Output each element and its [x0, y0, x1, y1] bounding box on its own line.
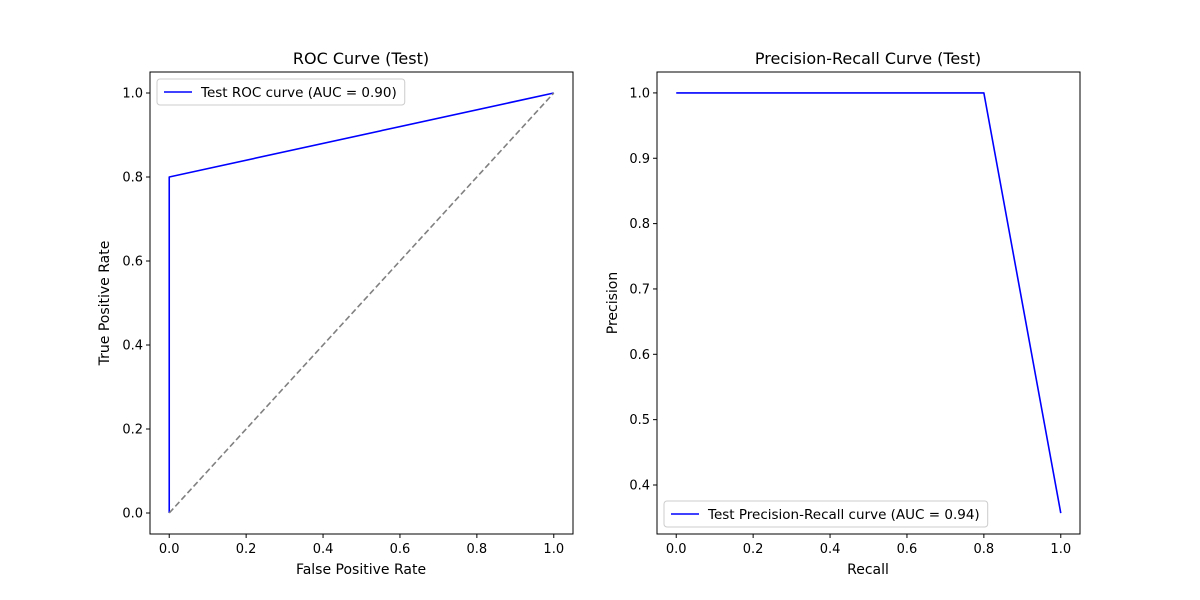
- pr-chart-title: Precision-Recall Curve (Test): [755, 49, 981, 68]
- pr-plot-area: [676, 92, 1062, 514]
- roc-chart: ROC Curve (Test) False Positive Rate Tru…: [97, 49, 574, 578]
- pr-series-line-0: [676, 92, 1062, 514]
- roc-series-line-0: [168, 92, 554, 513]
- roc-x-axis-label: False Positive Rate: [296, 562, 426, 578]
- pr-y-tick-label: 0.5: [629, 413, 650, 428]
- pr-legend: Test Precision-Recall curve (AUC = 0.94): [663, 500, 989, 528]
- pr-x-tick-label: 1.0: [1050, 542, 1071, 557]
- roc-x-tick-label: 0.0: [159, 542, 180, 557]
- roc-reference-line-1: [168, 92, 555, 514]
- pr-x-tick-label: 0.6: [897, 542, 918, 557]
- pr-y-tick-label: 0.9: [629, 152, 650, 167]
- roc-y-tick-label: 0.4: [122, 339, 143, 354]
- roc-x-tick-label: 0.2: [236, 542, 257, 557]
- roc-legend: Test ROC curve (AUC = 0.90): [156, 78, 406, 106]
- roc-legend-box: [156, 78, 406, 106]
- roc-x-tick-label: 1.0: [543, 542, 564, 557]
- pr-y-axis-label: Precision: [605, 272, 621, 334]
- roc-y-tick-label: 0.6: [122, 255, 143, 270]
- pr-y-tick-label: 0.8: [629, 217, 650, 232]
- pr-y-tick-label: 0.4: [629, 478, 650, 493]
- roc-y-tick-label: 1.0: [122, 87, 143, 102]
- roc-y-axis-label: True Positive Rate: [97, 241, 113, 367]
- roc-x-tick-label: 0.4: [313, 542, 334, 557]
- pr-x-tick-label: 0.8: [974, 542, 995, 557]
- roc-y-tick-label: 0.8: [122, 171, 143, 186]
- roc-x-tick-label: 0.6: [390, 542, 411, 557]
- pr-x-tick-label: 0.4: [820, 542, 841, 557]
- roc-x-tick-label: 0.8: [467, 542, 488, 557]
- roc-chart-title: ROC Curve (Test): [293, 49, 429, 68]
- pr-x-tick-label: 0.2: [743, 542, 764, 557]
- pr-x-tick-label: 0.0: [666, 542, 687, 557]
- pr-x-axis-label: Recall: [847, 562, 889, 578]
- roc-y-tick-label: 0.2: [122, 423, 143, 438]
- roc-y-tick-label: 0.0: [122, 507, 143, 522]
- pr-chart: Precision-Recall Curve (Test) Recall Pre…: [605, 49, 1081, 578]
- pr-y-tick-label: 0.6: [629, 348, 650, 363]
- pr-axes-frame: [656, 71, 1081, 535]
- roc-plot-area: [168, 92, 555, 514]
- pr-y-tick-label: 1.0: [629, 86, 650, 101]
- roc-legend-label: Test ROC curve (AUC = 0.90): [200, 85, 397, 101]
- pr-legend-box: [663, 500, 989, 528]
- roc-axes-frame: [149, 71, 574, 535]
- pr-legend-label: Test Precision-Recall curve (AUC = 0.94): [707, 507, 980, 523]
- pr-y-tick-label: 0.7: [629, 282, 650, 297]
